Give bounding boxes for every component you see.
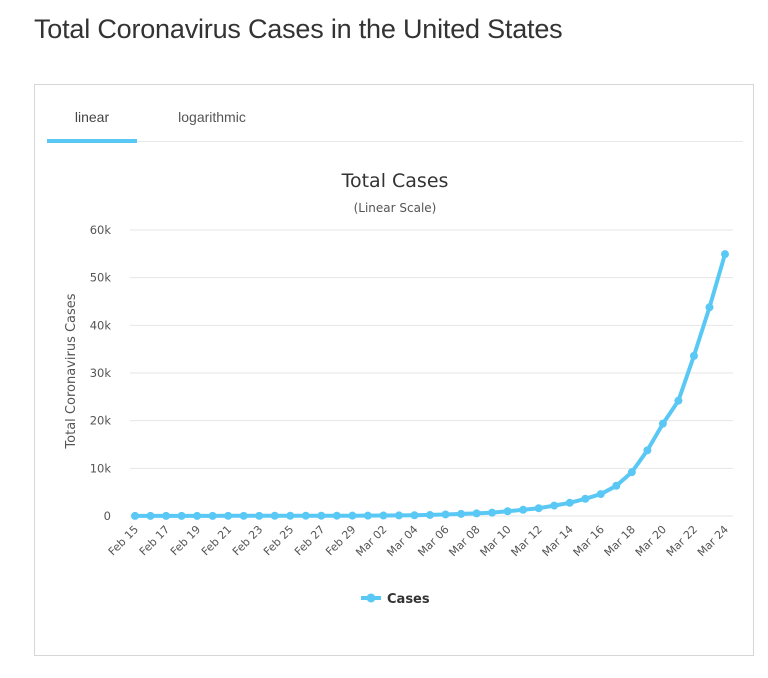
x-tick-label: Feb 15	[106, 523, 141, 558]
x-tick-label: Mar 04	[384, 523, 420, 559]
y-tick-label: 30k	[90, 366, 112, 380]
chart-svg: Total Cases (Linear Scale) Total Coronav…	[64, 170, 733, 607]
chart-title: Total Cases	[341, 170, 449, 192]
data-point[interactable]	[488, 508, 497, 517]
data-point[interactable]	[239, 511, 248, 520]
y-tick-label: 50k	[90, 271, 112, 285]
data-point[interactable]	[721, 250, 729, 259]
active-tab-indicator	[47, 139, 137, 143]
data-point[interactable]	[426, 510, 434, 519]
data-point[interactable]	[627, 468, 636, 477]
data-point[interactable]	[131, 511, 139, 520]
x-tick-label: Feb 23	[230, 523, 265, 558]
data-point[interactable]	[177, 511, 186, 520]
x-tick-label: Mar 02	[353, 523, 389, 559]
data-point[interactable]	[534, 504, 543, 513]
legend-marker	[366, 593, 376, 603]
data-point[interactable]	[457, 509, 466, 518]
data-point[interactable]	[705, 303, 714, 312]
page-title: Total Coronavirus Cases in the United St…	[34, 14, 563, 44]
x-tick-label: Mar 24	[695, 523, 731, 559]
data-point[interactable]	[519, 505, 528, 514]
x-tick-label: Mar 18	[602, 523, 638, 559]
data-point[interactable]	[286, 511, 295, 520]
data-point[interactable]	[224, 511, 233, 520]
data-point[interactable]	[255, 511, 264, 520]
x-tick-label: Feb 25	[261, 523, 296, 558]
chart-subtitle: (Linear Scale)	[354, 201, 437, 215]
data-point[interactable]	[301, 511, 310, 520]
x-tick-label: Mar 14	[540, 523, 576, 559]
data-point[interactable]	[363, 511, 372, 520]
data-point[interactable]	[550, 501, 559, 510]
chart-card: linear logarithmic Total Cases (Linear S…	[34, 84, 754, 656]
legend-label-cases: Cases	[387, 592, 430, 607]
data-point[interactable]	[674, 396, 683, 405]
scale-tabs: linear logarithmic	[47, 85, 743, 143]
chart-legend[interactable]: Cases	[361, 592, 430, 607]
data-point[interactable]	[565, 498, 574, 507]
data-point[interactable]	[503, 507, 512, 516]
y-tick-label: 0	[104, 509, 111, 523]
x-tick-label: Mar 10	[478, 523, 514, 559]
x-tick-label: Mar 12	[509, 523, 545, 559]
data-point[interactable]	[332, 511, 341, 520]
data-point[interactable]	[410, 511, 419, 520]
x-tick-label: Feb 21	[199, 523, 234, 558]
tab-logarithmic[interactable]: logarithmic	[178, 109, 246, 125]
x-tick-label: Mar 08	[446, 523, 482, 559]
data-point[interactable]	[472, 509, 481, 518]
data-point[interactable]	[379, 511, 388, 520]
x-tick-label: Feb 17	[137, 523, 172, 558]
data-point[interactable]	[146, 511, 155, 520]
series-line-cases	[133, 252, 727, 518]
data-point[interactable]	[270, 511, 279, 520]
y-tick-label: 40k	[90, 318, 112, 332]
data-point[interactable]	[612, 481, 621, 490]
data-point[interactable]	[317, 511, 326, 520]
x-tick-label: Feb 19	[168, 523, 203, 558]
y-tick-label: 10k	[90, 461, 112, 475]
data-point[interactable]	[689, 351, 698, 360]
x-tick-label: Feb 29	[323, 523, 358, 558]
tab-linear[interactable]: linear	[74, 109, 110, 125]
y-tick-label: 20k	[90, 414, 112, 428]
data-point[interactable]	[208, 511, 217, 520]
data-point[interactable]	[441, 510, 450, 519]
data-point[interactable]	[348, 511, 357, 520]
y-axis-label: Total Coronavirus Cases	[64, 293, 79, 449]
data-point[interactable]	[596, 490, 605, 499]
x-tick-label: Mar 06	[415, 523, 451, 559]
x-tick-label: Feb 27	[292, 523, 327, 558]
x-tick-label: Mar 20	[633, 523, 669, 559]
data-point[interactable]	[581, 494, 590, 503]
x-tick-label: Mar 22	[664, 523, 700, 559]
data-point[interactable]	[643, 446, 652, 455]
data-point[interactable]	[658, 419, 667, 428]
data-point[interactable]	[193, 511, 202, 520]
x-tick-label: Mar 16	[571, 523, 607, 559]
y-tick-label: 60k	[90, 223, 112, 237]
data-point[interactable]	[394, 511, 403, 520]
data-point[interactable]	[162, 511, 171, 520]
